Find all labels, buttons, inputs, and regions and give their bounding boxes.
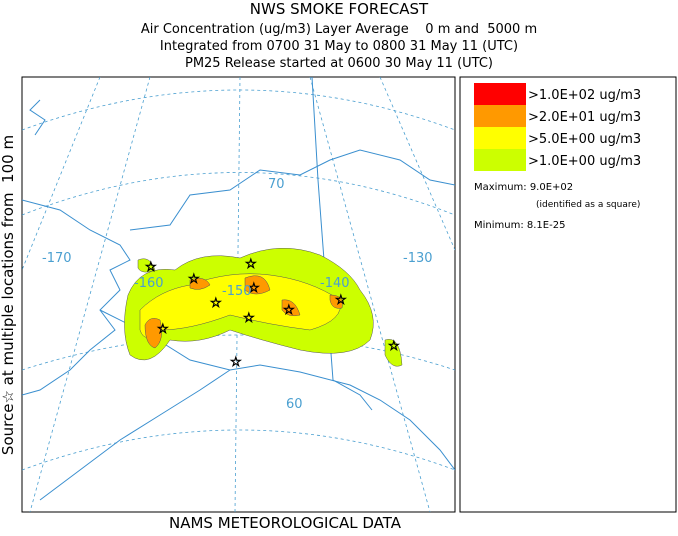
svg-text:☆: ☆ (335, 293, 347, 308)
coastline (29, 99, 46, 136)
legend-swatch (474, 105, 526, 127)
coastline (99, 309, 455, 471)
legend-label: >1.0E+00 ug/m3 (528, 154, 641, 169)
coastline (39, 369, 231, 501)
subtitle: PM25 Release started at 0600 30 May 11 (… (185, 56, 493, 71)
longitude-label: -150 (222, 284, 252, 299)
graticule (22, 172, 455, 216)
map: ☆ ☆ ☆ ☆ ☆ ☆ ☆ ☆ ☆ ☆ ☆ -170 -160 -150 -140 -130 70 6… (21, 76, 456, 513)
legend: >1.0E+02 ug/m3 >2.0E+01 ug/m3 >5.0E+00 ug/… (459, 76, 677, 513)
legend-swatch (474, 149, 526, 171)
legend-label: >5.0E+00 ug/m3 (528, 132, 641, 147)
svg-text:☆: ☆ (283, 303, 295, 318)
svg-text:☆: ☆ (210, 296, 222, 311)
border (311, 77, 373, 411)
latitude-label: 70 (268, 177, 285, 192)
max-note: (identified as a square) (536, 200, 640, 210)
legend-swatch (474, 127, 526, 149)
smoke (124, 248, 403, 367)
svg-text:☆: ☆ (248, 281, 260, 296)
legend-label: >2.0E+01 ug/m3 (528, 110, 641, 125)
subtitle: Air Concentration (ug/m3) Layer Average … (141, 22, 537, 37)
legend-label: >1.0E+02 ug/m3 (528, 88, 641, 103)
coastline (22, 199, 131, 396)
longitude-label: -160 (134, 276, 164, 291)
svg-text:☆: ☆ (388, 339, 400, 354)
svg-text:☆: ☆ (245, 257, 257, 272)
latitude-label: 60 (286, 397, 303, 412)
svg-text:☆: ☆ (243, 311, 255, 326)
svg-text:☆: ☆ (230, 355, 242, 370)
graticule (22, 429, 455, 471)
svg-text:☆: ☆ (188, 272, 200, 287)
coastline (129, 149, 455, 231)
title: NWS SMOKE FORECAST (250, 0, 429, 18)
legend-swatch (474, 83, 526, 105)
subtitle: Integrated from 0700 31 May to 0800 31 M… (160, 39, 518, 54)
svg-text:☆: ☆ (157, 322, 169, 337)
graticule (22, 89, 455, 131)
svg-text:☆: ☆ (145, 260, 157, 275)
graticule (379, 77, 455, 251)
longitude-label: -130 (403, 251, 433, 266)
longitude-label: -140 (320, 276, 350, 291)
fire-sources: ☆ ☆ ☆ ☆ ☆ ☆ ☆ ☆ ☆ ☆ ☆ (145, 257, 400, 371)
footer: NAMS METEOROLOGICAL DATA (169, 514, 402, 532)
side-label: Source☆ at multiple locations from 100 m (0, 135, 17, 455)
minimum: Minimum: 8.1E-25 (474, 220, 565, 231)
graticule (22, 77, 101, 271)
longitude-label: -170 (42, 251, 72, 266)
maximum: Maximum: 9.0E+02 (474, 182, 573, 193)
